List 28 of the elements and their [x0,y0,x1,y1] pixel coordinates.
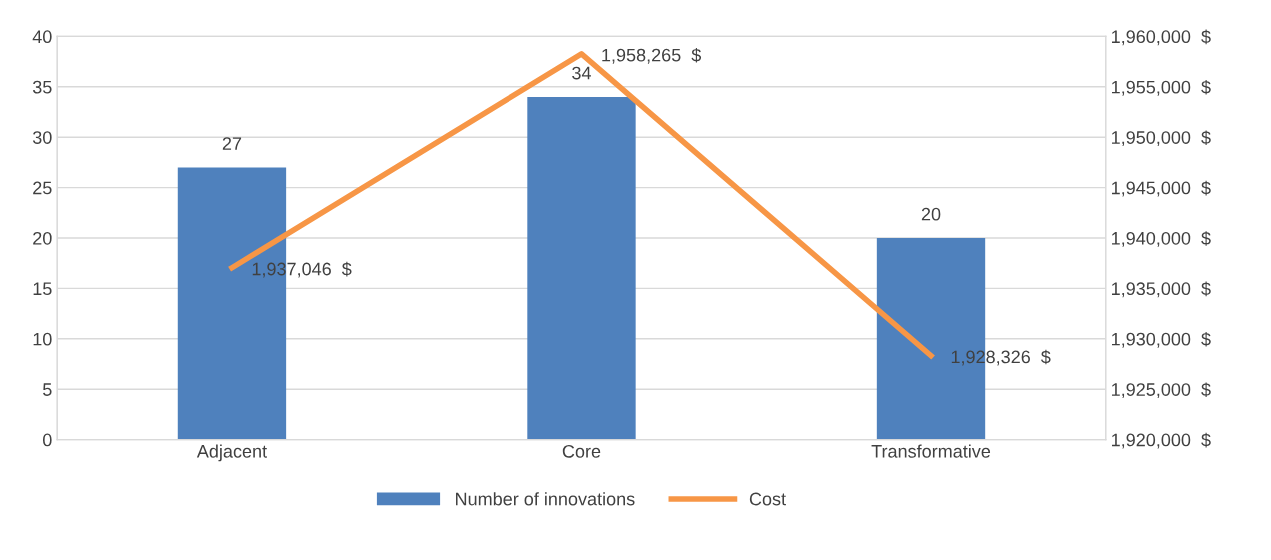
y-tick-label: 0 [43,433,52,447]
y-tick-label: 20 [33,231,52,245]
y-tick-label: 10 [33,332,52,346]
x-tick-label: Transformative [871,444,991,458]
y-tick-label: 5 [43,383,52,396]
y-tick-label: 25 [33,181,52,195]
y2-tick-label: 1,960,000 $ [1112,29,1211,46]
y-tick-label: 15 [33,282,52,296]
y2-tick-label: 1,940,000 $ [1112,231,1211,247]
x-tick-label: Core [562,444,601,458]
x-tick-label: Adjacent [196,444,267,462]
legend-label: Cost [749,492,786,506]
y2-tick-label: 1,935,000 $ [1112,281,1211,298]
y2-tick-label: 1,950,000 $ [1112,130,1211,147]
y2-tick-label: 1,925,000 $ [1112,382,1211,399]
y2-tick-label: 1,920,000 $ [1112,432,1211,449]
y2-tick-label: 1,945,000 $ [1112,180,1211,197]
data-label: 34 [572,66,591,80]
y-tick-label: 40 [32,30,52,44]
data-label: 1,958,265 $ [602,47,702,64]
y-tick-label: 35 [32,80,52,94]
y2-tick-label: 1,955,000 $ [1112,79,1211,96]
bar [527,96,636,440]
legend-label: Number of innovations [456,492,635,506]
y-tick-label: 30 [32,131,52,144]
data-label: 20 [921,207,941,221]
data-label: 27 [222,137,242,150]
y2-tick-label: 1,930,000 $ [1112,331,1211,348]
